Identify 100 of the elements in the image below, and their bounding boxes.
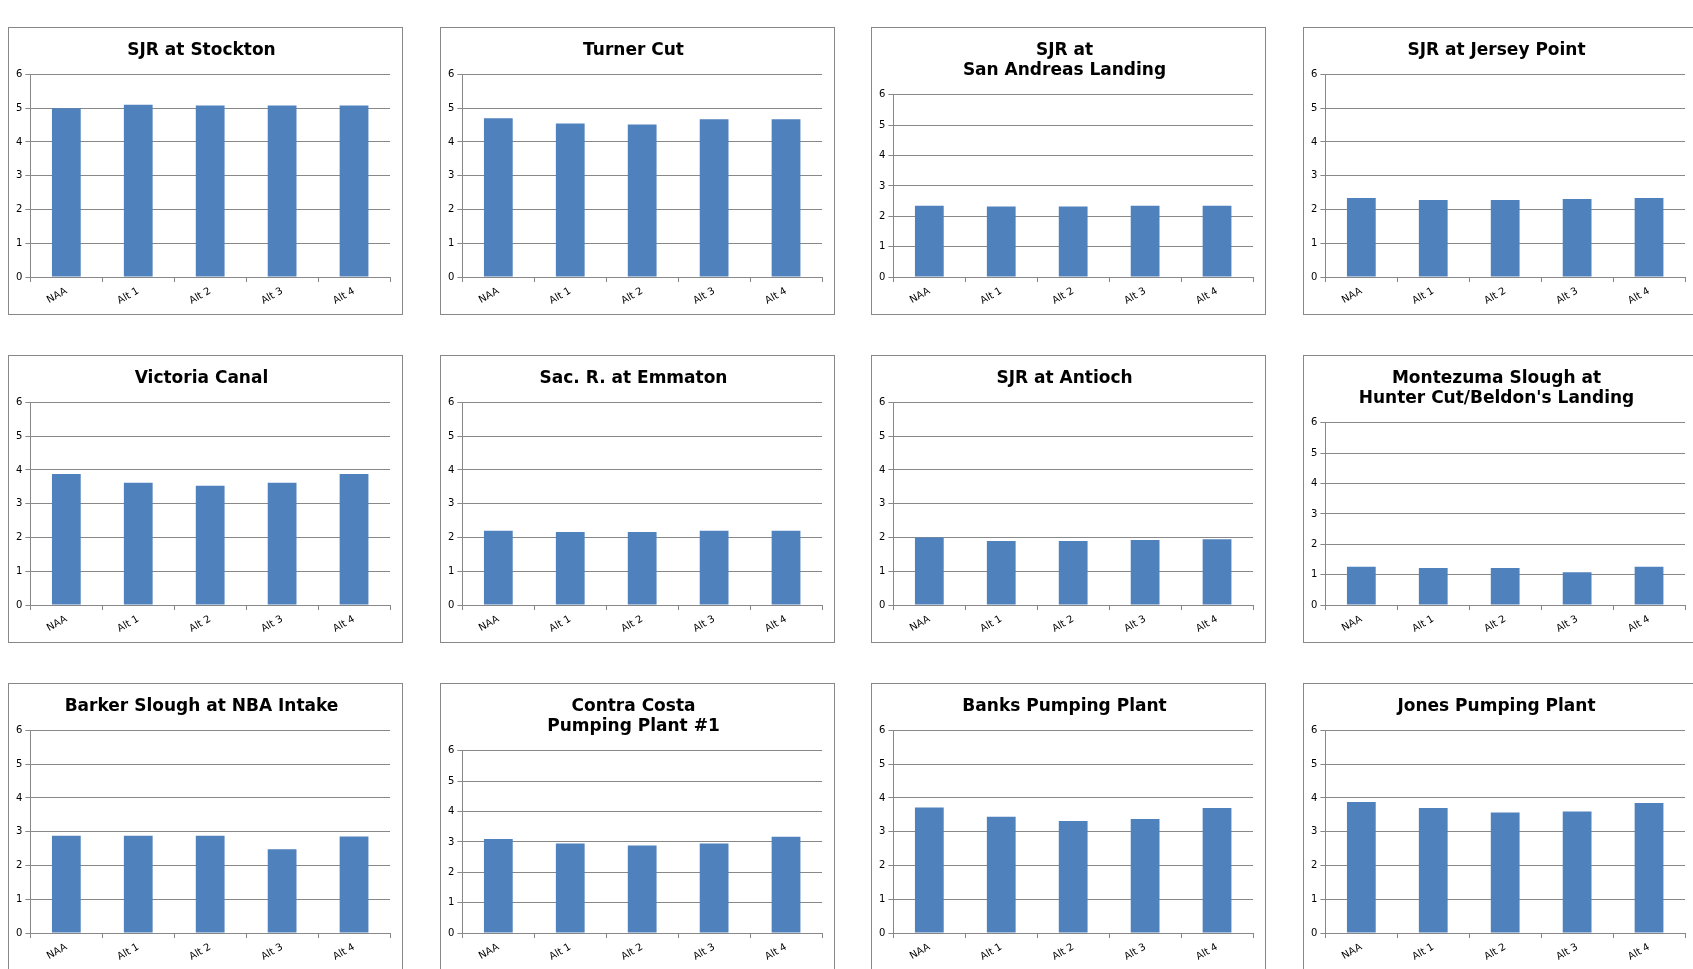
y-tick-label: 1 [878,240,886,252]
y-tick-label: 0 [878,598,886,610]
y-tick-label: 5 [1310,757,1318,769]
y-tick-label: 2 [15,203,23,215]
x-tick-label: Alt 4 [762,612,789,634]
y-tick-label: 0 [1310,270,1318,282]
x-tick-label: Alt 2 [187,284,213,306]
x-tick-label: Alt 2 [619,612,645,634]
x-tick-label: Alt 3 [258,284,285,306]
y-tick-label: 5 [447,429,455,441]
x-tick-label: NAA [907,612,932,633]
y-tick-label: 5 [878,429,886,441]
x-tick-label: NAA [1339,612,1364,633]
x-tick-label: Alt 2 [187,612,213,634]
y-tick-label: 1 [447,236,455,248]
chart-title: Contra Costa Pumping Plant #1 [547,694,720,736]
x-tick-label: Alt 1 [978,612,1004,634]
y-tick-label: 4 [1310,791,1318,803]
y-tick-label: 5 [878,118,886,130]
bar [627,124,657,277]
x-tick-label: NAA [907,940,932,961]
y-tick-label: 0 [878,926,886,938]
y-tick-label: 3 [1310,825,1318,837]
x-tick-label: Alt 3 [258,940,285,962]
x-tick-label: Alt 1 [547,940,573,962]
x-tick-label: NAA [44,284,69,305]
x-tick-label: Alt 2 [1050,612,1076,634]
x-tick-label: Alt 3 [1553,284,1580,306]
chart-title: SJR at San Andreas Landing [962,38,1167,80]
x-tick-label: NAA [476,284,501,305]
y-tick-label: 4 [447,805,455,817]
y-tick-label: 1 [878,892,886,904]
bar [483,118,513,277]
chart-title: Banks Pumping Plant [962,694,1167,715]
x-tick-label: NAA [476,940,501,961]
x-tick-label: Alt 1 [115,940,141,962]
x-tick-label: Alt 3 [1553,940,1580,962]
x-tick-label: NAA [44,940,69,961]
x-tick-label: Alt 4 [330,284,357,306]
x-tick-label: Alt 1 [115,284,141,306]
chart-title: Montezuma Slough at Hunter Cut/Beldon's Landing [1358,366,1635,408]
y-tick-label: 5 [1310,101,1318,113]
x-tick-label: NAA [1339,940,1364,961]
x-tick-label: Alt 4 [1625,284,1652,306]
x-tick-label: Alt 1 [1410,284,1436,306]
y-tick-label: 4 [878,149,886,161]
y-tick-label: 4 [15,791,23,803]
y-tick-label: 2 [1310,203,1318,215]
y-tick-label: 1 [1310,892,1318,904]
chart-title: Jones Pumping Plant [1396,694,1596,715]
x-tick-label: Alt 2 [1482,284,1508,306]
x-tick-label: Alt 2 [1482,612,1508,634]
y-tick-label: 4 [1310,135,1318,147]
y-tick-label: 5 [447,774,455,786]
y-tick-label: 0 [15,598,23,610]
y-tick-label: 3 [447,835,455,847]
y-tick-label: 1 [878,564,886,576]
y-tick-label: 2 [447,865,455,877]
x-tick-label: Alt 3 [1553,612,1580,634]
x-tick-label: Alt 1 [978,284,1004,306]
y-tick-label: 6 [15,67,23,79]
y-tick-label: 3 [15,825,23,837]
y-tick-label: 3 [878,497,886,509]
y-tick-label: 6 [447,67,455,79]
chart-title: SJR at Antioch [996,366,1133,387]
y-tick-label: 6 [447,744,455,756]
y-tick-label: 5 [878,757,886,769]
y-tick-label: 5 [1310,446,1318,458]
x-tick-label: Alt 4 [1193,612,1220,634]
y-tick-label: 3 [15,169,23,181]
bar [771,119,801,277]
y-tick-label: 3 [447,169,455,181]
x-tick-label: Alt 2 [619,284,645,306]
y-tick-label: 3 [1310,169,1318,181]
bar [555,123,585,277]
y-tick-label: 6 [447,395,455,407]
x-tick-label: Alt 4 [330,612,357,634]
x-tick-label: Alt 4 [762,940,789,962]
y-tick-label: 6 [15,395,23,407]
y-tick-label: 0 [447,270,455,282]
y-tick-label: 4 [15,463,23,475]
y-tick-label: 3 [878,179,886,191]
y-tick-label: 1 [447,564,455,576]
y-tick-label: 5 [15,101,23,113]
x-tick-label: Alt 1 [547,284,573,306]
y-tick-label: 2 [1310,537,1318,549]
x-tick-label: NAA [1339,284,1364,305]
x-tick-label: Alt 3 [1121,284,1148,306]
y-tick-label: 2 [878,859,886,871]
y-tick-label: 0 [1310,926,1318,938]
y-tick-label: 0 [15,926,23,938]
y-tick-label: 0 [878,270,886,282]
y-tick-label: 5 [15,757,23,769]
y-tick-label: 1 [15,236,23,248]
x-tick-label: Alt 3 [258,612,285,634]
x-tick-label: Alt 4 [1625,612,1652,634]
y-tick-label: 2 [15,531,23,543]
chart-title: SJR at Stockton [127,38,276,59]
y-tick-label: 3 [447,497,455,509]
x-tick-label: Alt 1 [115,612,141,634]
